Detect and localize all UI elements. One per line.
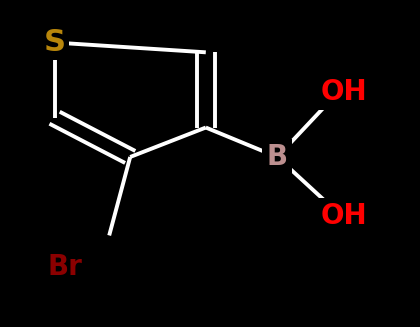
Text: B: B — [267, 143, 288, 171]
Text: S: S — [44, 28, 66, 57]
Text: OH: OH — [321, 202, 368, 230]
Text: OH: OH — [321, 77, 368, 106]
Text: Br: Br — [47, 252, 83, 281]
